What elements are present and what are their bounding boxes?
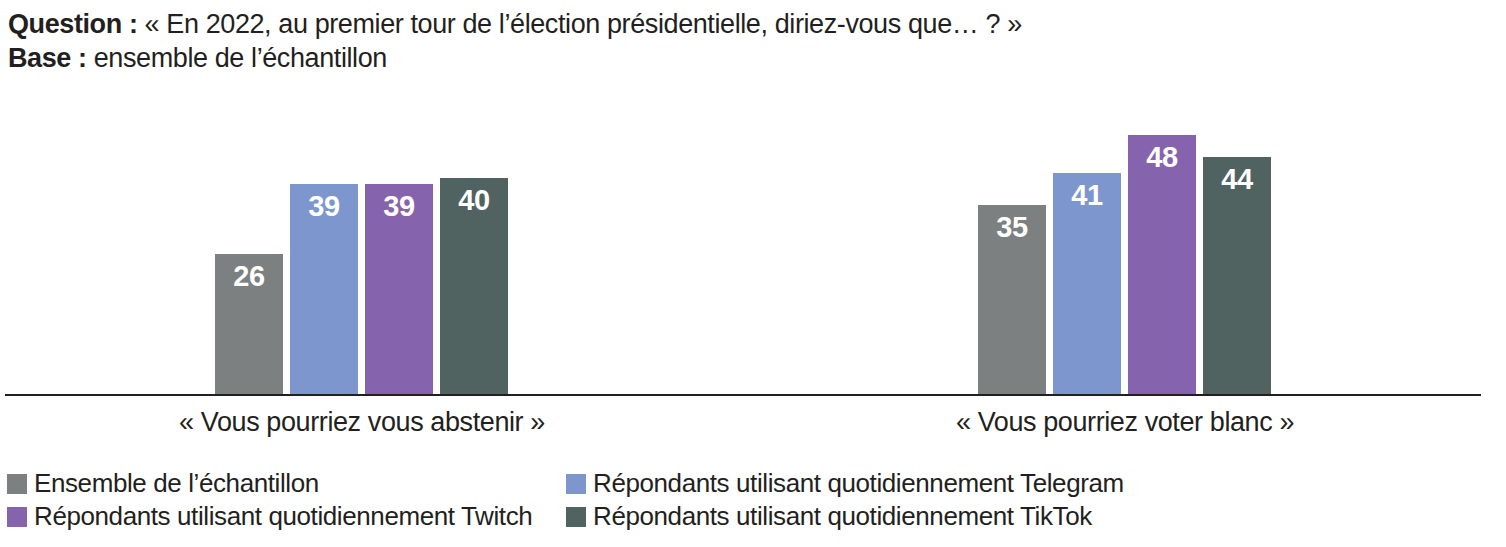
legend-swatch-tiktok [566, 507, 586, 527]
survey-bar-chart-page: Question : « En 2022, au premier tour de… [0, 0, 1506, 547]
bar-value-label: 48 [1128, 135, 1196, 174]
bar-tiktok-1: 44 [1203, 157, 1271, 395]
bar-value-label: 39 [290, 184, 358, 223]
bar-telegram-1: 41 [1053, 173, 1121, 395]
legend-label-telegram: Répondants utilisant quotidiennement Tel… [593, 468, 1124, 499]
bar-tiktok-0: 40 [440, 178, 508, 395]
bar-value-label: 39 [365, 184, 433, 223]
legend-swatch-telegram [566, 474, 586, 494]
bar-value-label: 26 [215, 254, 283, 293]
bar-telegram-0: 39 [290, 184, 358, 395]
chart-header: Question : « En 2022, au premier tour de… [8, 7, 1022, 75]
bar-ensemble-1: 35 [978, 205, 1046, 395]
bar-twitch-1: 48 [1128, 135, 1196, 395]
base-label: Base : [8, 43, 87, 73]
bar-value-label: 41 [1053, 173, 1121, 212]
legend-swatch-ensemble [7, 474, 27, 494]
legend-label-twitch: Répondants utilisant quotidiennement Twi… [34, 501, 532, 532]
legend-item-twitch: Répondants utilisant quotidiennement Twi… [7, 501, 532, 532]
x-axis-line [5, 394, 1481, 396]
legend-item-telegram: Répondants utilisant quotidiennement Tel… [566, 468, 1124, 499]
question-line: Question : « En 2022, au premier tour de… [8, 7, 1022, 41]
bar-value-label: 40 [440, 178, 508, 217]
bar-ensemble-0: 26 [215, 254, 283, 395]
legend-label-ensemble: Ensemble de l’échantillon [34, 468, 319, 499]
legend-label-tiktok: Répondants utilisant quotidiennement Tik… [593, 501, 1092, 532]
legend-item-ensemble: Ensemble de l’échantillon [7, 468, 319, 499]
bar-value-label: 44 [1203, 157, 1271, 196]
question-text: « En 2022, au premier tour de l’élection… [138, 9, 1022, 39]
category-label-abstain: « Vous pourriez vous abstenir » [112, 407, 612, 438]
bar-twitch-0: 39 [365, 184, 433, 395]
category-label-blank-vote: « Vous pourriez voter blanc » [875, 407, 1375, 438]
bar-value-label: 35 [978, 205, 1046, 244]
question-label: Question : [8, 9, 138, 39]
legend-item-tiktok: Répondants utilisant quotidiennement Tik… [566, 501, 1092, 532]
base-text: ensemble de l’échantillon [87, 43, 387, 73]
base-line: Base : ensemble de l’échantillon [8, 41, 1022, 75]
legend-swatch-twitch [7, 507, 27, 527]
